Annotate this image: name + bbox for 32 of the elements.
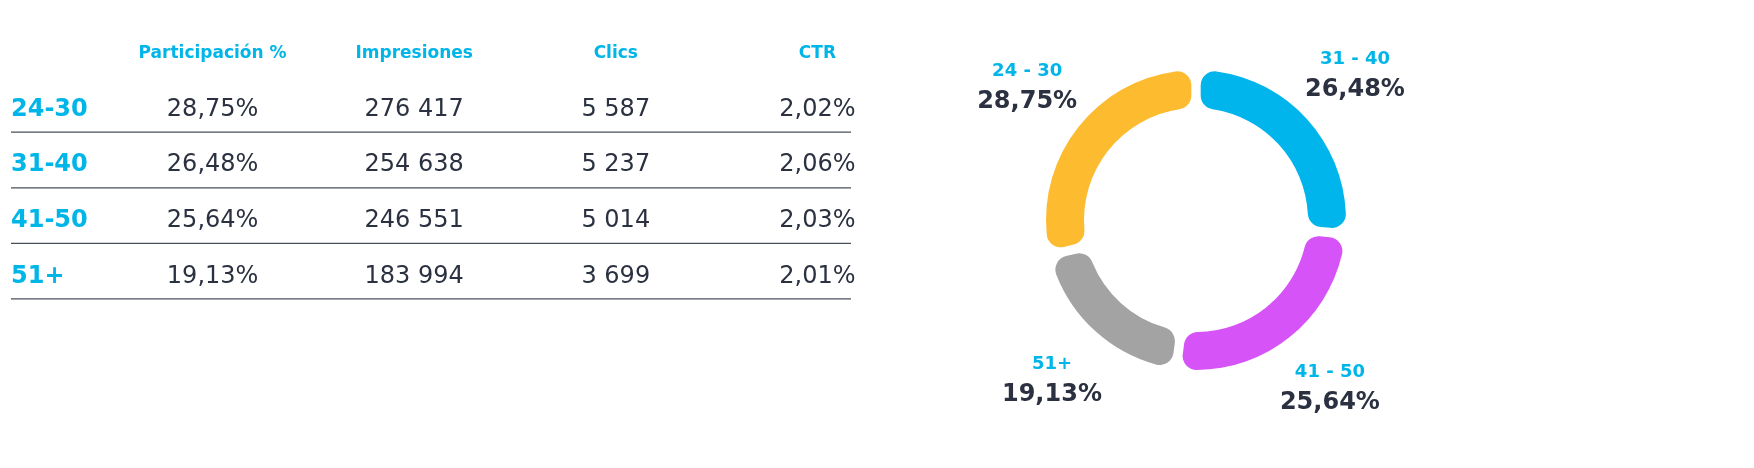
data-label: 183 994 <box>364 260 464 289</box>
data-label: 3 699 <box>581 260 651 289</box>
category-label: 24-30 <box>11 93 88 122</box>
category-label: 41-50 <box>11 205 88 233</box>
data-label: 25,64% <box>166 205 259 233</box>
data-label: 5 014 <box>581 205 651 233</box>
data-label: 26,48% <box>166 149 259 178</box>
data-label: 26,48% <box>1304 74 1405 103</box>
data-label: 25,64% <box>1279 387 1380 416</box>
data-label: 246 551 <box>364 205 464 233</box>
text: CTR <box>798 42 836 63</box>
text: Participación % <box>138 42 287 63</box>
data-label: 19,13% <box>1001 378 1102 407</box>
category-label: 31-40 <box>11 149 88 178</box>
slice-label: 41 - 50 <box>1294 360 1365 382</box>
text: Clics <box>593 42 638 63</box>
category-label: 51+ <box>11 260 65 289</box>
data-label: 2,06% <box>779 149 856 178</box>
data-label: 254 638 <box>364 149 464 178</box>
text: Impresiones <box>355 42 473 63</box>
slice-label: 51+ <box>1031 351 1073 373</box>
data-label: 5 587 <box>581 93 651 122</box>
slice-label: 24 - 30 <box>992 58 1063 80</box>
slice-label: 31 - 40 <box>1319 47 1390 69</box>
data-label: 2,02% <box>779 93 856 122</box>
data-label: 28,75% <box>977 85 1078 114</box>
data-label: 2,01% <box>779 260 856 289</box>
data-label: 19,13% <box>166 260 259 289</box>
data-label: 28,75% <box>166 93 259 122</box>
data-label: 2,03% <box>779 205 856 233</box>
data-label: 5 237 <box>581 149 651 178</box>
data-label: 276 417 <box>364 93 464 122</box>
